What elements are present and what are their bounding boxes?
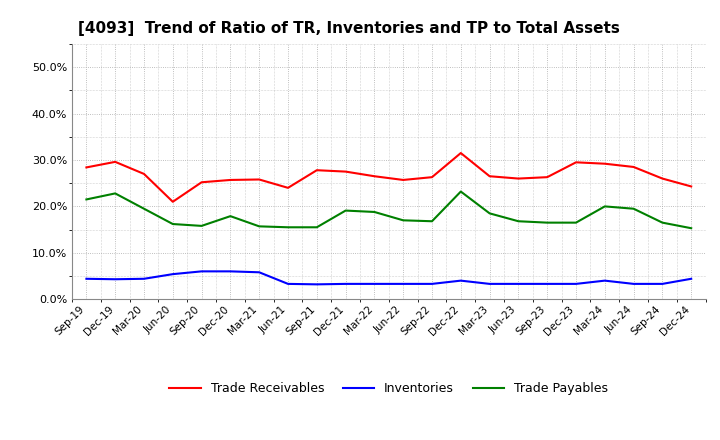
Inventories (168, 271, 177, 277)
Line: Trade Receivables: Trade Receivables (86, 153, 691, 202)
Trade Receivables (111, 159, 120, 165)
Trade Payables (140, 206, 148, 211)
Trade Receivables (658, 176, 667, 181)
Trade Receivables (312, 168, 321, 173)
Trade Payables (197, 223, 206, 228)
Inventories (514, 281, 523, 286)
Inventories (658, 281, 667, 286)
Trade Payables (543, 220, 552, 225)
Trade Receivables (629, 164, 638, 169)
Trade Receivables (197, 180, 206, 185)
Inventories (341, 281, 350, 286)
Trade Receivables (428, 175, 436, 180)
Trade Payables (514, 219, 523, 224)
Inventories (370, 281, 379, 286)
Trade Receivables (255, 177, 264, 182)
Legend: Trade Receivables, Inventories, Trade Payables: Trade Receivables, Inventories, Trade Pa… (164, 377, 613, 400)
Trade Receivables (168, 199, 177, 205)
Line: Trade Payables: Trade Payables (86, 191, 691, 228)
Trade Payables (629, 206, 638, 211)
Trade Receivables (82, 165, 91, 170)
Trade Payables (399, 218, 408, 223)
Trade Payables (82, 197, 91, 202)
Trade Receivables (370, 174, 379, 179)
Trade Receivables (140, 171, 148, 176)
Inventories (572, 281, 580, 286)
Trade Payables (485, 211, 494, 216)
Trade Receivables (341, 169, 350, 174)
Trade Payables (370, 209, 379, 215)
Inventories (284, 281, 292, 286)
Trade Receivables (572, 160, 580, 165)
Inventories (456, 278, 465, 283)
Trade Payables (658, 220, 667, 225)
Inventories (428, 281, 436, 286)
Trade Receivables (399, 177, 408, 183)
Trade Receivables (543, 175, 552, 180)
Trade Payables (111, 191, 120, 196)
Inventories (140, 276, 148, 282)
Inventories (600, 278, 609, 283)
Inventories (82, 276, 91, 282)
Inventories (255, 270, 264, 275)
Trade Payables (600, 204, 609, 209)
Line: Inventories: Inventories (86, 271, 691, 284)
Trade Payables (312, 225, 321, 230)
Trade Payables (428, 219, 436, 224)
Trade Receivables (600, 161, 609, 166)
Trade Payables (572, 220, 580, 225)
Inventories (629, 281, 638, 286)
Inventories (687, 276, 696, 282)
Trade Receivables (226, 177, 235, 183)
Inventories (197, 269, 206, 274)
Trade Payables (226, 213, 235, 219)
Text: [4093]  Trend of Ratio of TR, Inventories and TP to Total Assets: [4093] Trend of Ratio of TR, Inventories… (78, 21, 620, 36)
Trade Payables (456, 189, 465, 194)
Trade Payables (168, 221, 177, 227)
Inventories (226, 269, 235, 274)
Inventories (543, 281, 552, 286)
Trade Receivables (284, 185, 292, 191)
Inventories (111, 277, 120, 282)
Trade Payables (687, 226, 696, 231)
Inventories (485, 281, 494, 286)
Trade Payables (255, 224, 264, 229)
Inventories (312, 282, 321, 287)
Inventories (399, 281, 408, 286)
Trade Receivables (514, 176, 523, 181)
Trade Payables (284, 225, 292, 230)
Trade Payables (341, 208, 350, 213)
Trade Receivables (687, 184, 696, 189)
Trade Receivables (485, 174, 494, 179)
Trade Receivables (456, 150, 465, 156)
